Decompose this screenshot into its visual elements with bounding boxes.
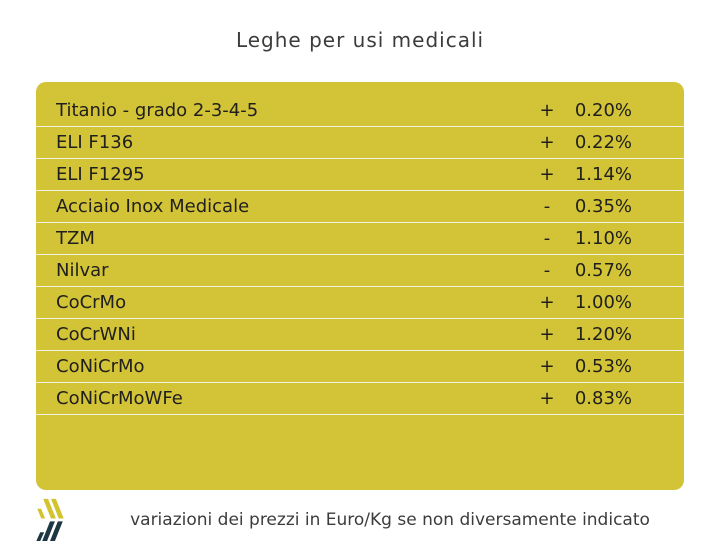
variation-sign: + <box>539 100 555 121</box>
price-table-card: Titanio - grado 2-3-4-5 + 0.20% ELI F136… <box>36 82 684 490</box>
alloy-name: CoNiCrMoWFe <box>56 388 183 409</box>
table-row: ELI F1295 + 1.14% <box>36 159 684 191</box>
variation-sign: + <box>539 292 555 313</box>
footer-note: variazioni dei prezzi in Euro/Kg se non … <box>130 510 650 530</box>
variation-sign: + <box>539 164 555 185</box>
variation-value: 0.35% <box>574 196 632 217</box>
table-row: CoCrWNi + 1.20% <box>36 319 684 351</box>
metalweek-logo <box>36 498 64 541</box>
variation-value: 0.20% <box>574 100 632 121</box>
table-row: CoCrMo + 1.00% <box>36 287 684 319</box>
table-row: TZM - 1.10% <box>36 223 684 255</box>
table-row: CoNiCrMo + 0.53% <box>36 351 684 383</box>
variation-value: 0.57% <box>574 260 632 281</box>
table-row: CoNiCrMoWFe + 0.83% <box>36 383 684 415</box>
price-table: Titanio - grado 2-3-4-5 + 0.20% ELI F136… <box>36 95 684 415</box>
table-row: Titanio - grado 2-3-4-5 + 0.20% <box>36 95 684 127</box>
table-row: Acciaio Inox Medicale - 0.35% <box>36 191 684 223</box>
alloy-name: CoCrMo <box>56 292 127 313</box>
variation-sign: + <box>539 324 555 345</box>
variation-value: 1.14% <box>574 164 632 185</box>
alloy-name: ELI F1295 <box>56 164 145 185</box>
variation-value: 1.20% <box>574 324 632 345</box>
alloy-name: Acciaio Inox Medicale <box>56 196 250 217</box>
variation-value: 1.10% <box>574 228 632 249</box>
variation-sign: + <box>539 132 555 153</box>
variation-sign: - <box>543 196 551 217</box>
alloy-name: CoNiCrMo <box>56 356 145 377</box>
table-row: ELI F136 + 0.22% <box>36 127 684 159</box>
variation-sign: + <box>539 388 555 409</box>
alloy-name: CoCrWNi <box>56 324 136 345</box>
variation-sign: - <box>543 260 551 281</box>
variation-sign: - <box>543 228 551 249</box>
variation-value: 0.83% <box>574 388 632 409</box>
variation-value: 0.22% <box>574 132 632 153</box>
alloy-name: Titanio - grado 2-3-4-5 <box>56 100 259 121</box>
page-title: Leghe per usi medicali <box>235 28 485 52</box>
variation-value: 0.53% <box>574 356 632 377</box>
table-row: Nilvar - 0.57% <box>36 255 684 287</box>
alloy-name: Nilvar <box>56 260 109 281</box>
variation-sign: + <box>539 356 555 377</box>
alloy-name: TZM <box>56 228 95 249</box>
alloy-name: ELI F136 <box>56 132 134 153</box>
variation-value: 1.00% <box>574 292 632 313</box>
